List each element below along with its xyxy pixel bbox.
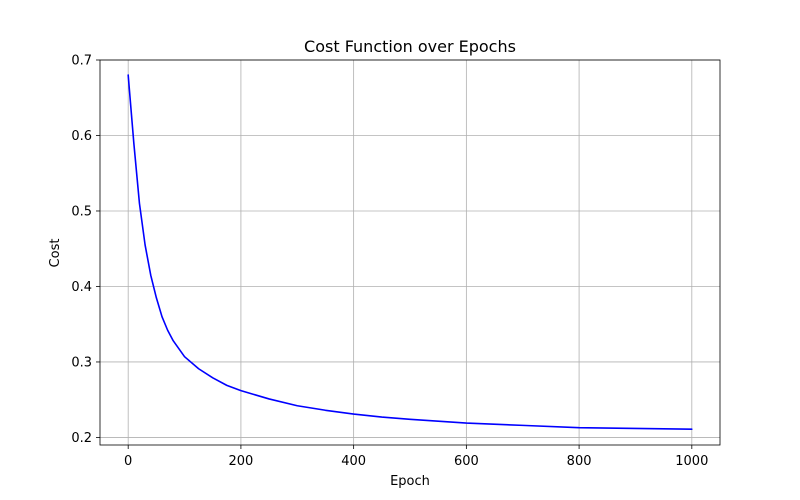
y-tick-label: 0.3 bbox=[71, 355, 92, 370]
x-axis: 0 200 400 600 800 1000 bbox=[124, 445, 708, 469]
x-tick-label: 600 bbox=[454, 454, 479, 469]
chart-title: Cost Function over Epochs bbox=[304, 37, 516, 56]
x-tick-label: 400 bbox=[341, 454, 366, 469]
x-tick-label: 1000 bbox=[675, 454, 708, 469]
x-tick-label: 0 bbox=[124, 454, 132, 469]
cost-series-line bbox=[127, 74, 693, 430]
y-tick-label: 0.2 bbox=[71, 431, 92, 446]
y-tick-label: 0.4 bbox=[71, 280, 92, 295]
grid bbox=[100, 59, 720, 445]
y-tick-label: 0.7 bbox=[71, 54, 92, 69]
y-tick-label: 0.5 bbox=[71, 204, 92, 219]
series-layer bbox=[127, 74, 693, 430]
y-axis-label: Cost bbox=[48, 239, 63, 268]
y-axis: 0.2 0.3 0.4 0.5 0.6 0.7 bbox=[71, 54, 100, 446]
y-tick-label: 0.6 bbox=[71, 129, 92, 144]
x-tick-label: 200 bbox=[228, 454, 253, 469]
plot-frame bbox=[99, 59, 721, 446]
x-tick-label: 800 bbox=[567, 454, 592, 469]
x-axis-label: Epoch bbox=[390, 474, 430, 489]
